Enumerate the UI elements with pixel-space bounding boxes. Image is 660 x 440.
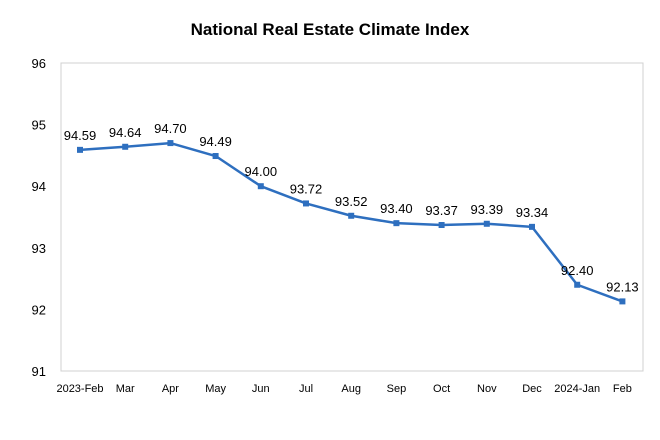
data-point-marker xyxy=(257,183,264,190)
x-tick-label: 2023-Feb xyxy=(56,383,103,395)
x-tick-label: Dec xyxy=(522,383,542,395)
y-tick-label: 93 xyxy=(32,241,46,256)
data-label: 93.72 xyxy=(290,181,323,196)
data-point-marker xyxy=(167,140,174,147)
x-tick-label: May xyxy=(205,383,226,395)
data-point-marker xyxy=(574,281,581,288)
x-tick-label: Mar xyxy=(116,383,135,395)
y-tick-label: 95 xyxy=(32,118,46,133)
x-tick-label: Feb xyxy=(613,383,632,395)
x-axis: 2023-Feb Mar Apr May Jun Jul Aug Sep Oct Nov Dec 20… xyxy=(56,383,631,395)
data-point-marker xyxy=(619,298,626,305)
data-point-marker xyxy=(393,220,400,227)
chart-title: National Real Estate Climate Index xyxy=(190,20,470,39)
data-point-marker xyxy=(77,146,83,153)
data-label: 93.39 xyxy=(471,202,504,217)
x-tick-label: Sep xyxy=(387,383,407,395)
x-tick-label: Oct xyxy=(433,383,450,395)
data-label: 93.34 xyxy=(516,205,549,220)
data-label: 92.40 xyxy=(561,263,594,278)
data-point-marker xyxy=(438,222,445,229)
data-point-marker xyxy=(529,223,535,230)
x-tick-label: 2024-Jan xyxy=(554,383,600,395)
data-point-marker xyxy=(122,143,129,150)
data-label: 94.59 xyxy=(64,128,97,143)
data-point-marker xyxy=(483,220,490,227)
x-tick-label: Aug xyxy=(341,383,361,395)
data-point-marker xyxy=(212,153,219,160)
data-label: 94.70 xyxy=(154,121,187,136)
y-tick-label: 92 xyxy=(32,302,46,317)
y-tick-label: 94 xyxy=(32,179,46,194)
x-tick-label: Jun xyxy=(252,383,270,395)
data-label: 93.52 xyxy=(335,194,368,209)
y-axis: 91 92 93 94 95 96 xyxy=(32,56,46,379)
data-label: 92.13 xyxy=(606,279,639,294)
x-tick-label: Jul xyxy=(299,383,313,395)
data-label: 94.64 xyxy=(109,125,142,140)
data-label: 93.37 xyxy=(425,203,458,218)
y-tick-label: 96 xyxy=(32,56,46,71)
data-label: 93.40 xyxy=(380,201,413,216)
data-point-marker xyxy=(348,212,355,219)
plot-area-border xyxy=(60,62,644,372)
x-tick-label: Nov xyxy=(477,383,497,395)
y-tick-label: 91 xyxy=(32,364,46,379)
data-labels: 94.59 94.64 94.70 94.49 94.00 93.72 93.52 93.40… xyxy=(64,121,639,294)
data-label: 94.49 xyxy=(199,134,232,149)
data-point-marker xyxy=(303,200,309,207)
x-tick-label: Apr xyxy=(162,383,179,395)
data-label: 94.00 xyxy=(245,164,278,179)
series-layer xyxy=(77,140,626,305)
series-line xyxy=(79,141,623,303)
